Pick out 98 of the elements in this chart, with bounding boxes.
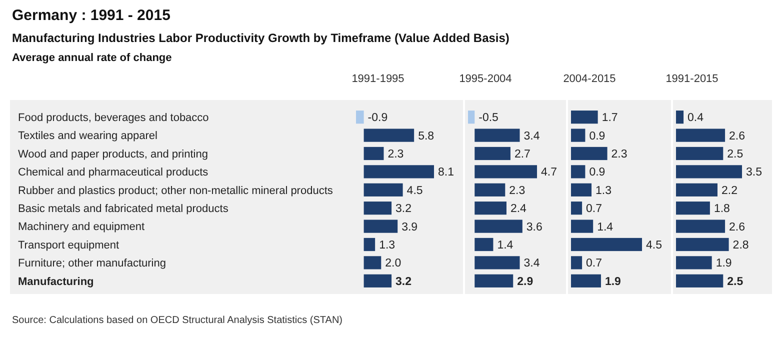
bar — [676, 146, 724, 160]
bar — [364, 165, 434, 178]
data-label: 1.9 — [604, 276, 621, 288]
bar — [364, 183, 403, 196]
y-tick-label: Wood and paper products, and printing — [18, 148, 208, 160]
bar — [676, 274, 724, 288]
bar — [676, 165, 742, 178]
data-label: 3.4 — [524, 258, 540, 270]
data-label: 2.3 — [388, 148, 404, 161]
data-label: 2.2 — [721, 184, 738, 197]
data-label: 2.3 — [611, 148, 628, 161]
bar — [364, 202, 392, 215]
bar — [364, 274, 392, 288]
bar — [676, 256, 712, 270]
text: Manufacturing Industries Labor Productivity Growth by Timeframe (Value Added Basis) — [12, 31, 510, 45]
bar — [676, 238, 729, 252]
bar — [364, 146, 384, 160]
data-label: 4.7 — [541, 166, 557, 179]
data-label: 2.8 — [732, 240, 749, 252]
bar — [676, 220, 726, 233]
bar — [474, 183, 506, 196]
data-label: 3.5 — [746, 166, 762, 179]
data-label: -0.5 — [478, 112, 498, 124]
bar — [356, 110, 364, 124]
y-tick-label: Manufacturing — [18, 276, 94, 288]
bar — [571, 110, 598, 124]
bar — [474, 220, 522, 233]
data-label: 2.7 — [514, 148, 530, 161]
data-label: 2.6 — [729, 130, 746, 142]
bar — [474, 165, 537, 178]
data-label: 4.5 — [406, 184, 423, 197]
bar — [571, 146, 608, 160]
chart-title: 2004-2015 — [563, 73, 616, 85]
y-tick-label: Textiles and wearing apparel — [18, 130, 158, 142]
bar — [571, 165, 586, 178]
data-label: 8.1 — [438, 166, 454, 179]
data-label: 1.4 — [597, 221, 614, 234]
data-label: -0.9 — [368, 112, 388, 124]
bar — [474, 202, 506, 215]
bar — [676, 110, 684, 124]
bar — [474, 238, 494, 252]
bar — [474, 128, 520, 142]
bar — [571, 220, 594, 233]
data-label: 3.2 — [396, 276, 412, 288]
text: Germany : 1991 - 2015 — [12, 7, 170, 24]
bar — [474, 256, 520, 270]
data-label: 2.0 — [385, 258, 402, 270]
data-label: 1.8 — [714, 203, 730, 216]
data-label: 2.5 — [727, 276, 744, 288]
data-label: 1.3 — [379, 240, 396, 252]
y-tick-label: Basic metals and fabricated metal products — [18, 202, 229, 215]
data-label: 2.4 — [510, 203, 528, 216]
y-tick-label: Furniture; other manufacturing — [18, 258, 166, 270]
bar — [571, 274, 601, 288]
data-label: 5.8 — [418, 130, 434, 142]
chart-title: 1991-2015 — [666, 73, 718, 85]
data-label: 3.4 — [524, 130, 540, 142]
data-label: 2.6 — [729, 221, 746, 234]
data-label: 0.9 — [589, 130, 606, 142]
bar — [571, 183, 592, 196]
y-tick-label: Transport equipment — [18, 239, 120, 252]
data-label: 2.3 — [509, 184, 526, 197]
bar — [676, 128, 726, 142]
bar — [571, 238, 642, 252]
y-tick-label: Rubber and plastics product; other non-metallic mineral products — [18, 184, 334, 197]
chart-title: 1991-1995 — [352, 73, 404, 85]
chart-title: 1995-2004 — [459, 73, 512, 85]
bar — [571, 202, 582, 215]
bar — [364, 256, 382, 270]
data-label: 0.7 — [586, 258, 602, 270]
data-label: 4.5 — [646, 240, 662, 252]
data-label: 1.3 — [596, 184, 612, 197]
bar — [571, 256, 582, 270]
bar — [676, 202, 710, 215]
y-tick-label: Food products, beverages and tobacco — [18, 112, 209, 124]
data-label: 1.9 — [716, 258, 732, 270]
data-label: 2.9 — [517, 276, 534, 288]
source-note: Source: Calculations based on OECD Structural Analysis Statistics (STAN) — [12, 315, 342, 326]
text: Average annual rate of change — [12, 52, 172, 64]
data-label: 3.6 — [526, 221, 542, 234]
data-label: 0.9 — [589, 166, 606, 179]
data-label: 2.5 — [727, 148, 744, 161]
bar — [364, 128, 414, 142]
data-label: 0.4 — [688, 112, 704, 124]
data-label: 3.2 — [396, 203, 412, 216]
bar — [571, 128, 586, 142]
bar — [364, 238, 376, 252]
y-tick-label: Machinery and equipment — [18, 221, 145, 234]
bar — [474, 146, 510, 160]
data-label: 1.7 — [602, 112, 618, 124]
y-tick-label: Chemical and pharmaceutical products — [18, 166, 209, 179]
bar — [676, 183, 718, 196]
bar — [468, 110, 475, 124]
bar — [364, 220, 398, 233]
data-label: 3.9 — [402, 221, 418, 234]
data-label: 1.4 — [497, 240, 514, 252]
data-label: 0.7 — [586, 203, 602, 216]
bar — [474, 274, 514, 288]
